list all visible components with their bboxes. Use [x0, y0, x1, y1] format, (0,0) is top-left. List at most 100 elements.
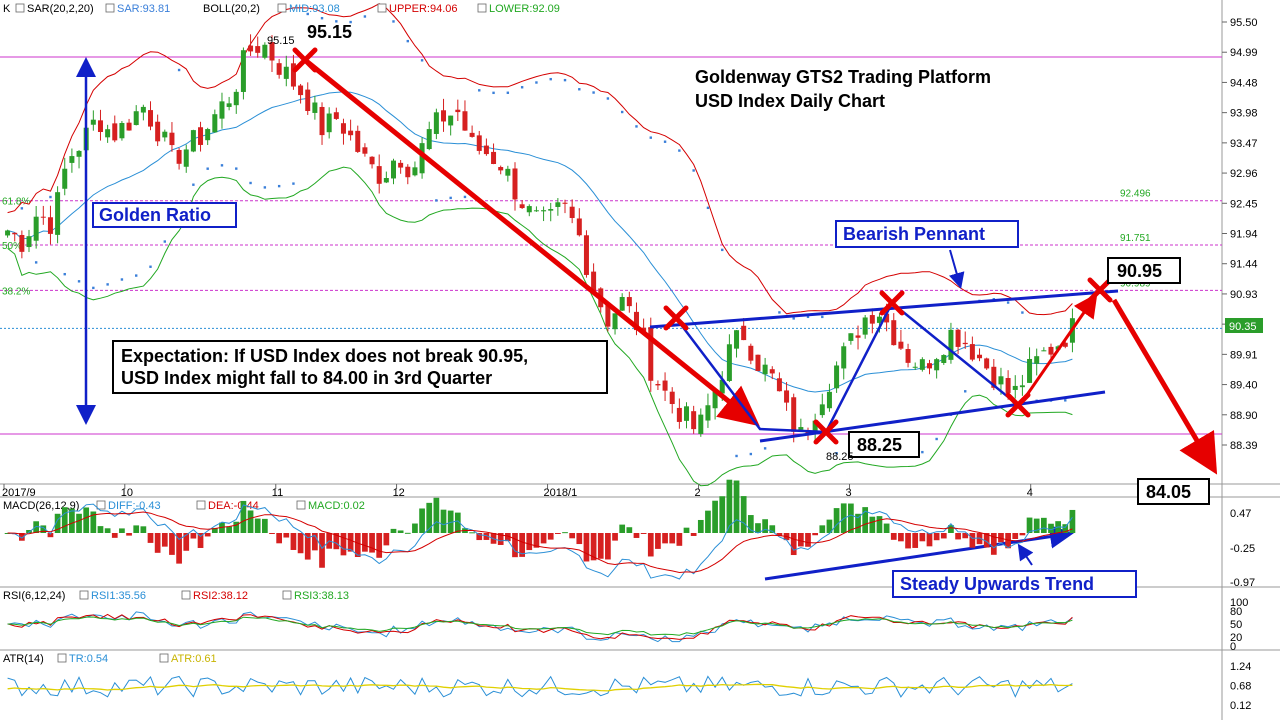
- candle-up: [1019, 385, 1025, 388]
- rsi3-checkbox[interactable]: [282, 590, 292, 600]
- macd-bar: [33, 521, 40, 533]
- macd-bar: [605, 533, 611, 560]
- candle-down: [569, 206, 575, 219]
- macd-bar: [297, 533, 304, 554]
- sar-dot: [649, 136, 652, 139]
- macd-axis: 0.47 -0.25 -0.97: [1230, 508, 1255, 589]
- macd-bar: [1040, 517, 1047, 533]
- macd-bar: [497, 533, 504, 545]
- candle-down: [905, 349, 911, 363]
- atr-checkbox[interactable]: [159, 653, 169, 663]
- upper-checkbox[interactable]: [377, 3, 387, 13]
- macd-bar: [397, 530, 404, 533]
- annotations: [76, 47, 1218, 581]
- macd-bar: [240, 500, 247, 533]
- mid-checkbox[interactable]: [277, 3, 287, 13]
- candle-up: [140, 106, 146, 113]
- sar-dot: [235, 167, 238, 170]
- header-corner: K: [3, 3, 11, 15]
- expectation-box: [112, 340, 608, 394]
- sar-dot: [635, 125, 638, 128]
- candle-down: [198, 127, 204, 145]
- sar-dot: [563, 78, 567, 82]
- candle-up: [698, 414, 704, 434]
- price-tick-label: 91.94: [1230, 229, 1258, 241]
- candle-up: [762, 364, 768, 375]
- macd-bar: [933, 533, 940, 541]
- candle-down: [255, 46, 261, 53]
- sar-dot: [320, 16, 324, 20]
- sar-dot: [349, 20, 352, 24]
- macd-bar: [962, 533, 969, 539]
- macd-bar: [647, 533, 654, 557]
- candle-up: [426, 129, 432, 150]
- candle-down: [676, 407, 682, 422]
- candle-down: [491, 151, 497, 164]
- dea-checkbox[interactable]: [196, 500, 206, 510]
- candle-up: [26, 236, 32, 248]
- macd-bar: [540, 533, 547, 544]
- candle-up: [734, 330, 740, 349]
- candle-down: [869, 315, 875, 324]
- sar-checkbox[interactable]: [15, 3, 25, 13]
- target-box: [1137, 478, 1210, 505]
- price-tick-label: 93.98: [1230, 108, 1258, 120]
- sar-dot: [306, 12, 309, 16]
- price-tick-label: 93.47: [1230, 138, 1258, 150]
- rsi1-checkbox[interactable]: [79, 590, 89, 600]
- expectation-line1: Expectation: If USD Index does not break…: [121, 346, 528, 366]
- macd-bar: [576, 533, 583, 545]
- sar-dot: [249, 181, 252, 185]
- candle-down: [562, 202, 568, 204]
- macd-bar: [504, 533, 511, 542]
- candle-up: [69, 156, 75, 163]
- sar-dot: [163, 240, 166, 243]
- macd-checkbox[interactable]: [296, 500, 306, 510]
- candle-up: [133, 111, 139, 126]
- macd-bar: [362, 533, 368, 552]
- time-tick-label: 12: [393, 487, 405, 499]
- candle-down: [483, 145, 489, 155]
- candle-up: [383, 178, 389, 183]
- candle-up: [212, 114, 218, 133]
- macd-pointer: [1017, 543, 1034, 566]
- lower-value: LOWER:92.09: [489, 3, 560, 15]
- candle-up: [326, 113, 332, 133]
- time-tick-label: 10: [121, 487, 133, 499]
- macd-bar: [247, 510, 254, 533]
- macd-bar: [983, 533, 990, 548]
- candle-up: [283, 66, 289, 79]
- tr-checkbox[interactable]: [57, 653, 67, 663]
- sar-value-checkbox[interactable]: [105, 3, 115, 13]
- atr-label: ATR(14): [3, 653, 44, 665]
- macd-bar: [705, 510, 711, 533]
- candle-down: [662, 380, 668, 391]
- macd-bar: [190, 533, 197, 539]
- candle-down: [519, 204, 525, 209]
- rsi1-line: [7, 611, 1073, 643]
- candle-down: [969, 344, 975, 360]
- macd-bar: [426, 502, 433, 533]
- candle-up: [312, 102, 318, 113]
- macd-bar: [1062, 524, 1069, 533]
- price-tick-label: 88.39: [1230, 440, 1258, 452]
- candle-down: [784, 390, 790, 403]
- x-mark: [879, 290, 905, 316]
- macd-bar: [826, 519, 833, 533]
- candle-down: [348, 130, 354, 136]
- atr-panel: ATR(14) TR:0.54 ATR:0.61 1.24 0.68 0.12: [3, 653, 1251, 712]
- lower-checkbox[interactable]: [477, 3, 487, 13]
- sar-dot: [749, 452, 753, 456]
- sar-dot: [363, 15, 367, 18]
- candle-up: [533, 210, 539, 212]
- candle-up: [1027, 358, 1033, 383]
- macd-bar: [197, 533, 204, 548]
- candle-up: [105, 129, 111, 138]
- sar-dot: [678, 149, 681, 152]
- macd-bar: [376, 533, 383, 558]
- candle-down: [333, 112, 339, 119]
- macd-bar: [354, 533, 361, 557]
- diff-checkbox[interactable]: [96, 500, 106, 510]
- price-panel-header: K SAR(20,2,20) SAR:93.81 BOLL(20,2) MID:…: [3, 3, 560, 15]
- rsi2-checkbox[interactable]: [181, 590, 191, 600]
